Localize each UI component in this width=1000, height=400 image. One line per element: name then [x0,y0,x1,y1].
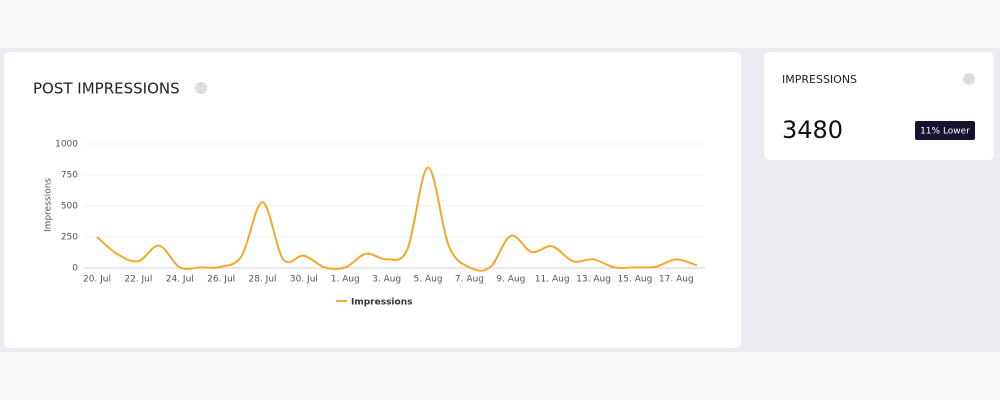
legend-label: Impressions [351,298,412,308]
x-tick-label: 15. Aug [618,275,653,285]
x-tick-label: 3. Aug [372,275,401,285]
y-tick-label: 0 [72,264,78,274]
y-tick-label: 250 [61,233,78,243]
x-tick-label: 26. Jul [207,275,235,285]
x-tick-label: 22. Jul [124,275,152,285]
y-axis-label: Impressions [44,178,54,232]
x-tick-label: 11. Aug [535,275,570,285]
badge [915,121,975,140]
chart-card [4,52,741,348]
y-tick-label: 500 [61,202,78,212]
x-tick-label: 20. Jul [83,275,111,285]
y-tick-label: 1000 [55,140,78,150]
info-icon[interactable] [963,73,975,85]
x-tick-label: 9. Aug [496,275,525,285]
x-tick-label: 13. Aug [576,275,611,285]
x-tick-label: 24. Jul [166,275,194,285]
x-tick-label: 28. Jul [248,275,276,285]
y-tick-label: 750 [61,171,78,181]
x-tick-label: 5. Aug [414,275,443,285]
x-tick-label: 7. Aug [455,275,484,285]
line [96,166,698,272]
badge-text: 11% Lower [920,127,970,137]
card-value: 3480 [782,116,843,144]
x-tick-label: 1. Aug [331,275,360,285]
x-tick-label: 17. Aug [659,275,694,285]
card-title: IMPRESSIONS [782,73,857,86]
x-tick-label: 30. Jul [290,275,318,285]
chart-title: POST IMPRESSIONS [33,80,180,98]
info-icon[interactable] [195,82,207,94]
